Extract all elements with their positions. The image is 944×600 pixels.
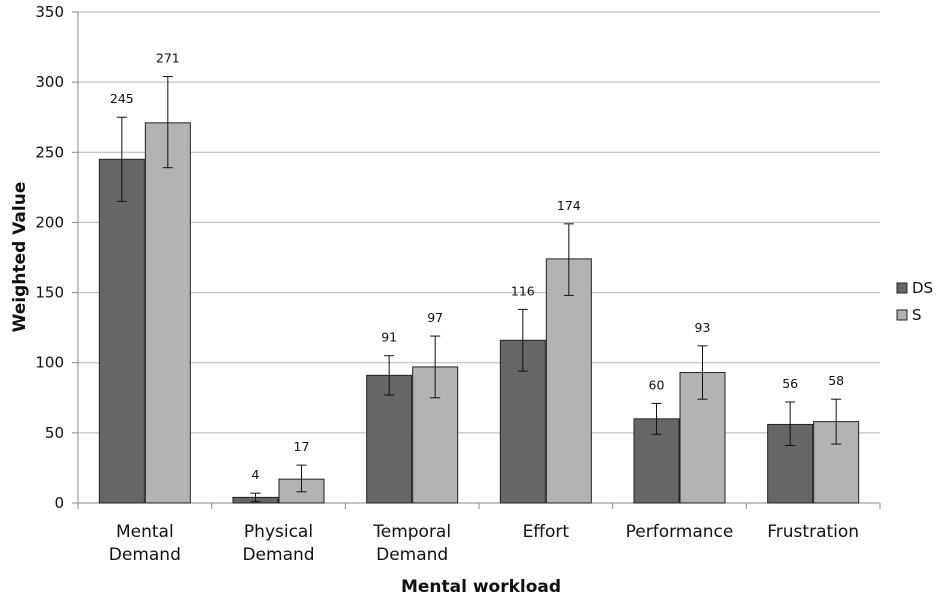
data-label: 245 <box>110 91 134 106</box>
y-tick-label: 350 <box>35 3 64 21</box>
legend-label-ds: DS <box>912 279 933 297</box>
y-tick-label: 100 <box>35 354 64 372</box>
x-axis-title: Mental workload <box>401 577 561 597</box>
y-tick-label: 250 <box>35 143 64 161</box>
y-tick-label: 300 <box>35 73 64 91</box>
data-label: 116 <box>511 283 535 298</box>
legend: DS S <box>896 279 933 324</box>
bars <box>98 76 860 504</box>
x-category-label: Demand <box>109 545 181 565</box>
data-label: 60 <box>649 377 665 392</box>
data-label: 271 <box>156 51 180 66</box>
x-category-label: Physical <box>244 522 313 542</box>
legend-label-s: S <box>912 306 922 324</box>
legend-swatch-s <box>896 309 908 321</box>
bar-ds <box>98 158 145 504</box>
x-category-label: Mental <box>116 522 174 542</box>
bar-ds <box>366 374 413 504</box>
y-tick-label: 200 <box>35 213 64 231</box>
x-category-label: Effort <box>523 522 570 542</box>
data-label: 4 <box>252 467 260 482</box>
legend-swatch-ds <box>896 282 908 294</box>
x-category-label: Temporal <box>372 522 451 542</box>
data-labels: 245 271 4 17 91 97 116 174 60 93 56 58 <box>110 51 844 483</box>
axes: 0 50 100 150 200 250 300 350 Mental Demand Physica… <box>35 3 881 565</box>
data-label: 91 <box>381 330 397 345</box>
y-tick-label: 0 <box>54 494 64 512</box>
y-axis-title: Weighted Value <box>10 182 30 333</box>
x-category-label: Demand <box>242 545 314 565</box>
data-label: 56 <box>782 376 798 391</box>
data-label: 93 <box>695 320 711 335</box>
data-label: 17 <box>294 439 310 454</box>
data-label: 174 <box>557 198 581 213</box>
y-tick-label: 50 <box>45 424 64 442</box>
bar-s <box>144 122 191 504</box>
x-category-label: Frustration <box>767 522 859 542</box>
x-category-label: Performance <box>626 522 734 542</box>
data-label: 58 <box>828 373 844 388</box>
x-category-label: Demand <box>376 545 448 565</box>
grid-lines <box>78 11 880 434</box>
y-tick-label: 150 <box>35 284 64 302</box>
data-label: 97 <box>427 310 443 325</box>
